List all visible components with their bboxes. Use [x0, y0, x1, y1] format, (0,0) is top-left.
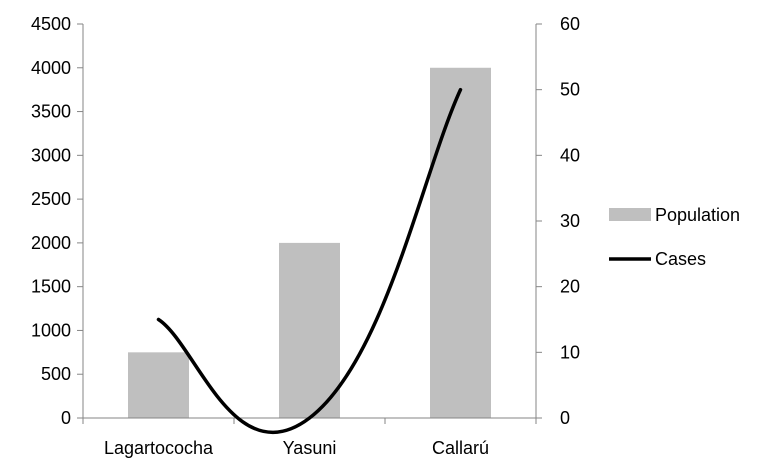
x-tick-label: Yasuni: [283, 438, 337, 458]
right-tick-label: 40: [560, 145, 580, 165]
population-bar: [430, 67, 491, 419]
x-tick-label: Lagartococha: [104, 438, 214, 458]
right-tick-label: 50: [560, 80, 580, 100]
right-tick-label: 60: [560, 14, 580, 34]
right-tick-label: 0: [560, 408, 570, 428]
left-tick-label: 2500: [31, 189, 71, 209]
population-bar: [128, 352, 189, 418]
population-bar: [279, 242, 340, 418]
right-tick-label: 20: [560, 277, 580, 297]
right-tick-label: 10: [560, 342, 580, 362]
left-tick-label: 4000: [31, 58, 71, 78]
x-tick-label: Callarú: [432, 438, 489, 458]
left-tick-label: 2000: [31, 233, 71, 253]
left-tick-label: 0: [61, 408, 71, 428]
population-bars: [128, 67, 491, 419]
left-tick-label: 1500: [31, 277, 71, 297]
legend-population-label: Population: [655, 205, 740, 225]
left-y-ticks: 0 500 1000 1500 2000 2500 3000 3500 4000 4500: [31, 14, 83, 428]
left-tick-label: 4500: [31, 14, 71, 34]
x-ticks: Lagartococha Yasuni Callarú: [82, 418, 537, 458]
left-tick-label: 3500: [31, 102, 71, 122]
cases-line: [156, 87, 463, 435]
legend-population-swatch: [609, 208, 651, 221]
right-y-ticks: 0 10 20 30 40 50 60: [536, 14, 580, 428]
left-tick-label: 3000: [31, 145, 71, 165]
right-tick-label: 30: [560, 211, 580, 231]
legend-cases-label: Cases: [655, 249, 706, 269]
legend: Population Cases: [609, 205, 740, 269]
left-tick-label: 500: [41, 364, 71, 384]
left-tick-label: 1000: [31, 320, 71, 340]
